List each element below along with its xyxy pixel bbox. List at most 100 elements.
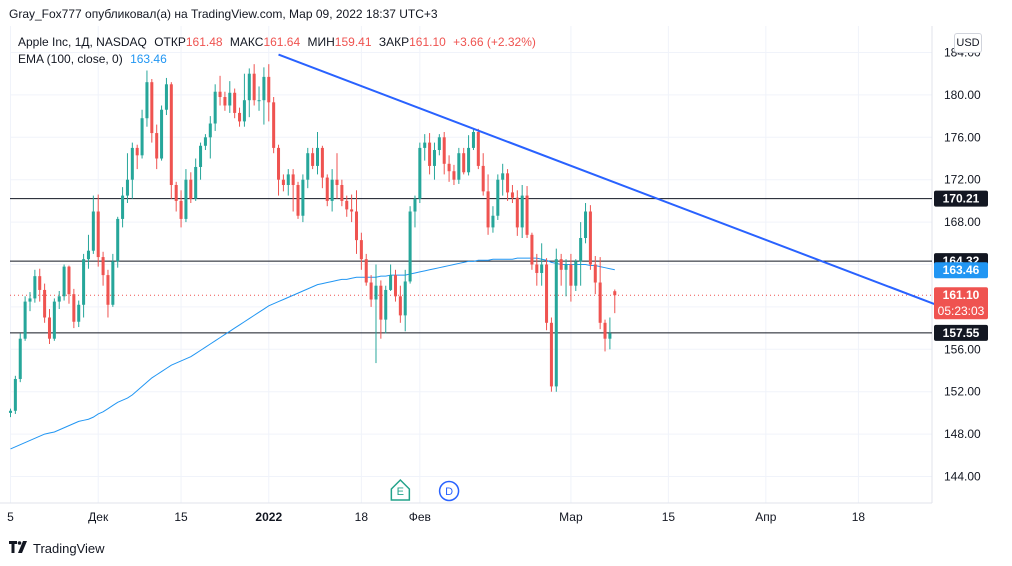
candle-body [525, 195, 529, 235]
candle [223, 91, 227, 111]
candle [199, 142, 203, 180]
x-tick-label: 18 [355, 510, 369, 524]
candle-body [350, 209, 354, 212]
candle [437, 134, 441, 156]
candle [135, 144, 139, 170]
candle-body [291, 174, 295, 185]
candle-body [432, 150, 436, 166]
candle-body [160, 109, 164, 159]
candle [350, 194, 354, 223]
candle-body [286, 174, 290, 185]
candle [345, 195, 349, 217]
y-tick-label: 152.00 [944, 385, 981, 399]
ema-label[interactable]: EMA (100, close, 0) [18, 52, 123, 66]
candle-body [208, 123, 212, 138]
candle [47, 309, 51, 344]
candle-body [506, 173, 510, 193]
symbol-label[interactable]: Apple Inc, 1Д, NASDAQ [18, 35, 147, 49]
candle [194, 158, 198, 201]
candle-body [218, 91, 222, 98]
candle-body [393, 275, 397, 297]
candle [184, 169, 188, 223]
close-label: ЗАКР [378, 35, 410, 49]
candle [403, 269, 407, 332]
candle-body [403, 281, 407, 316]
candle [228, 81, 232, 113]
candle [540, 243, 544, 286]
candle-body [281, 179, 285, 185]
candle-body [501, 173, 505, 180]
candle-body [155, 133, 159, 159]
candle-body [306, 153, 310, 180]
currency-button[interactable]: USD [954, 33, 982, 53]
candle-body [67, 266, 71, 295]
candle [101, 251, 105, 286]
candle-body [164, 84, 168, 110]
trendline [278, 53, 937, 306]
candle [179, 190, 183, 228]
candle-body [145, 82, 149, 119]
y-tick-label: 180.00 [944, 88, 981, 102]
candle [150, 79, 154, 143]
candle-body [257, 100, 261, 102]
candle [423, 134, 427, 161]
candle-body [462, 153, 466, 173]
candle-body [369, 282, 373, 300]
candle-body [535, 264, 539, 273]
candle-body [252, 73, 256, 101]
candle [145, 70, 149, 127]
candle-body [101, 257, 105, 276]
earnings-marker-icon[interactable]: E [390, 478, 411, 501]
candle-body [267, 76, 271, 103]
candle [428, 133, 432, 175]
candle-body [345, 200, 349, 210]
candle-body [43, 289, 47, 318]
candle [486, 174, 490, 235]
candle [160, 105, 164, 161]
open-label: ОТКР [154, 35, 186, 49]
candle-body [52, 301, 56, 339]
candle-body [247, 73, 251, 101]
candle-body [238, 112, 242, 122]
candle [277, 144, 281, 196]
candle [525, 186, 529, 238]
candle [257, 86, 261, 111]
high-value: 161.64 [263, 35, 301, 49]
candle [82, 253, 86, 318]
candle [418, 142, 422, 204]
y-tick-label: 148.00 [944, 427, 981, 441]
x-tick-label: 15 [662, 510, 676, 524]
candle-body [184, 179, 188, 219]
candle [432, 142, 436, 180]
x-tick-label: 5 [7, 510, 14, 524]
candle-body [62, 266, 66, 297]
x-tick-label: Дек [88, 510, 109, 524]
ema-price-label: 163.46 [943, 263, 980, 277]
candle-body [116, 218, 120, 262]
candle-body [471, 132, 475, 148]
candle [364, 253, 368, 286]
y-tick-label: 172.00 [944, 173, 981, 187]
candle-body [174, 185, 178, 201]
candle-body [301, 179, 305, 216]
dividend-marker-icon[interactable]: D [438, 480, 460, 502]
candle-body [38, 276, 42, 290]
candle-body [496, 179, 500, 216]
candle-body [330, 179, 334, 201]
candle [481, 153, 485, 196]
candle [286, 169, 290, 196]
candle [13, 375, 17, 414]
candle [208, 116, 212, 159]
candle [579, 222, 583, 286]
event-marker-label: E [397, 486, 404, 498]
candle [203, 134, 207, 151]
y-tick-label: 176.00 [944, 130, 981, 144]
candle-body [364, 259, 368, 283]
candle-body [121, 195, 125, 219]
candle [213, 84, 217, 131]
candle-body [91, 211, 95, 251]
candle-body [194, 166, 198, 199]
ema-price-label-bg [934, 262, 988, 279]
candle [238, 107, 242, 127]
